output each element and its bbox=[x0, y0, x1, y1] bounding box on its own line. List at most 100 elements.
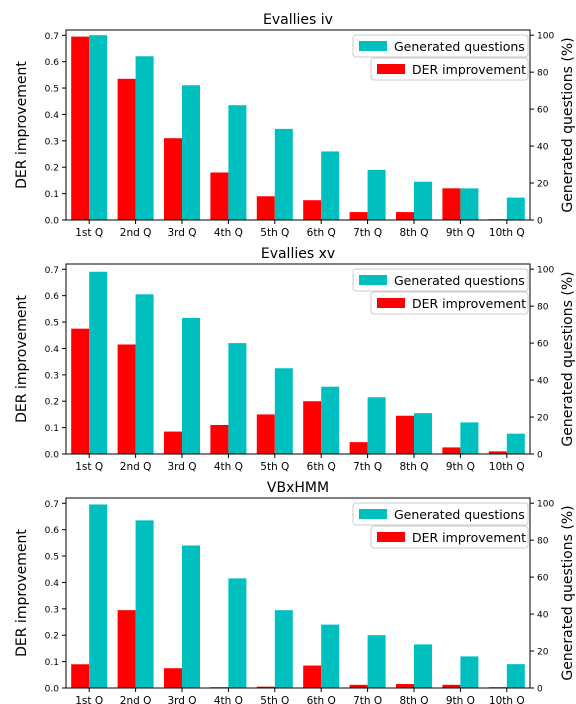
der-bar bbox=[256, 686, 275, 688]
y-tick-label-left: 0.3 bbox=[45, 371, 59, 381]
generated-bar bbox=[321, 624, 340, 688]
der-bar bbox=[349, 684, 368, 688]
legend-box bbox=[370, 525, 529, 549]
y-axis-label-left: DER improvement bbox=[14, 61, 30, 189]
x-tick-label: 5th Q bbox=[260, 461, 289, 473]
der-bar bbox=[117, 344, 136, 454]
y-axis-label-left: DER improvement bbox=[14, 529, 30, 657]
legend-box bbox=[352, 502, 529, 526]
der-bar bbox=[442, 684, 461, 688]
y-tick-label-left: 0.4 bbox=[45, 579, 60, 589]
der-bar bbox=[303, 200, 322, 220]
generated-bar bbox=[274, 128, 293, 220]
y-tick-label-right: 20 bbox=[537, 414, 549, 424]
y-tick-label-right: 60 bbox=[537, 106, 549, 116]
x-tick-label: 4th Q bbox=[214, 227, 243, 239]
generated-bar bbox=[135, 56, 154, 221]
y-tick-label-left: 0.7 bbox=[45, 500, 59, 510]
y-tick-label-left: 0.2 bbox=[45, 164, 59, 174]
x-tick-label: 1st Q bbox=[75, 461, 103, 473]
generated-bar bbox=[367, 397, 386, 454]
y-tick-label-left: 0.2 bbox=[45, 398, 59, 408]
x-tick-label: 6th Q bbox=[307, 227, 336, 239]
x-tick-label: 5th Q bbox=[260, 227, 289, 239]
generated-bar bbox=[89, 271, 108, 454]
chart-panel-2: Evallies xv 1st Q 2nd Q 3rd Q 4th Q 5th Q 6th … bbox=[14, 246, 576, 473]
x-tick-label: 9th Q bbox=[446, 461, 475, 473]
y-tick-label-left: 0.1 bbox=[45, 424, 59, 434]
legend-generated: Generated questions bbox=[352, 502, 529, 526]
der-bar bbox=[256, 196, 275, 220]
generated-bar bbox=[321, 151, 340, 220]
generated-bar bbox=[414, 181, 432, 220]
y-tick-label-left: 0.6 bbox=[45, 292, 60, 302]
y-tick-label-left: 0.7 bbox=[45, 266, 59, 276]
x-tick-label: 4th Q bbox=[214, 695, 243, 704]
generated-bar bbox=[274, 368, 293, 454]
generated-bar bbox=[135, 294, 154, 454]
der-bar bbox=[164, 431, 182, 454]
x-tick-label: 1st Q bbox=[75, 695, 103, 704]
y-axis-label-right: Generated questions (%) bbox=[560, 271, 576, 446]
x-tick-label: 10th Q bbox=[489, 695, 525, 704]
chart-title: Evallies xv bbox=[261, 246, 335, 262]
y-tick-label-left: 0.7 bbox=[45, 32, 59, 42]
legend-der: DER improvement bbox=[370, 525, 529, 549]
y-tick-label-right: 60 bbox=[537, 340, 549, 350]
generated-bar bbox=[460, 188, 479, 220]
plot-frame bbox=[65, 29, 531, 221]
x-tick-label: 7th Q bbox=[353, 227, 382, 239]
legend-label-der: DER improvement bbox=[412, 62, 526, 77]
x-tick-label: 7th Q bbox=[353, 461, 382, 473]
y-tick-label-left: 0.0 bbox=[45, 451, 60, 461]
legend-swatch-generated bbox=[359, 41, 387, 51]
generated-bar bbox=[182, 317, 200, 454]
der-bar bbox=[488, 451, 507, 454]
legend-der: DER improvement bbox=[370, 291, 529, 315]
y-tick-label-right: 20 bbox=[537, 648, 549, 658]
x-tick-label: 6th Q bbox=[307, 461, 336, 473]
y-tick-label-right: 0 bbox=[537, 451, 543, 461]
der-bar bbox=[117, 78, 136, 220]
der-bar bbox=[164, 138, 182, 220]
generated-bar bbox=[228, 343, 247, 454]
y-tick-label-right: 0 bbox=[537, 685, 543, 695]
y-tick-label-left: 0.5 bbox=[45, 85, 59, 95]
der-bar bbox=[396, 212, 414, 220]
generated-bar bbox=[135, 520, 154, 688]
der-bar bbox=[256, 414, 275, 454]
der-bar bbox=[210, 424, 229, 454]
legend-box bbox=[352, 34, 529, 58]
legend-label-generated: Generated questions bbox=[394, 273, 525, 288]
x-tick-label: 5th Q bbox=[260, 695, 289, 704]
plot-frame bbox=[65, 497, 531, 689]
generated-bar bbox=[460, 422, 479, 454]
y-tick-label-right: 80 bbox=[537, 303, 549, 313]
generated-bar bbox=[367, 169, 386, 220]
y-tick-label-left: 0.6 bbox=[45, 526, 60, 536]
der-bar bbox=[71, 36, 90, 220]
y-tick-label-left: 0.0 bbox=[45, 685, 60, 695]
x-tick-label: 3rd Q bbox=[167, 695, 196, 704]
der-bar bbox=[396, 684, 414, 688]
x-tick-label: 3rd Q bbox=[167, 461, 196, 473]
generated-bar bbox=[367, 635, 386, 688]
plot-frame bbox=[65, 263, 531, 455]
y-tick-label-left: 0.4 bbox=[45, 345, 60, 355]
der-bar bbox=[117, 610, 136, 688]
y-tick-label-right: 80 bbox=[537, 537, 549, 547]
y-tick-label-right: 100 bbox=[537, 32, 554, 42]
legend-label-der: DER improvement bbox=[412, 530, 526, 545]
x-tick-label: 2nd Q bbox=[120, 461, 152, 473]
der-bar bbox=[442, 447, 461, 454]
chart-title: VBxHMM bbox=[267, 480, 329, 496]
legend-der: DER improvement bbox=[370, 57, 529, 81]
y-tick-label-left: 0.5 bbox=[45, 553, 59, 563]
legend-generated: Generated questions bbox=[352, 34, 529, 58]
legend-label-der: DER improvement bbox=[412, 296, 526, 311]
der-bar bbox=[164, 668, 182, 688]
x-tick-label: 10th Q bbox=[489, 461, 525, 473]
der-bar bbox=[71, 328, 90, 454]
y-tick-label-right: 40 bbox=[537, 143, 549, 153]
